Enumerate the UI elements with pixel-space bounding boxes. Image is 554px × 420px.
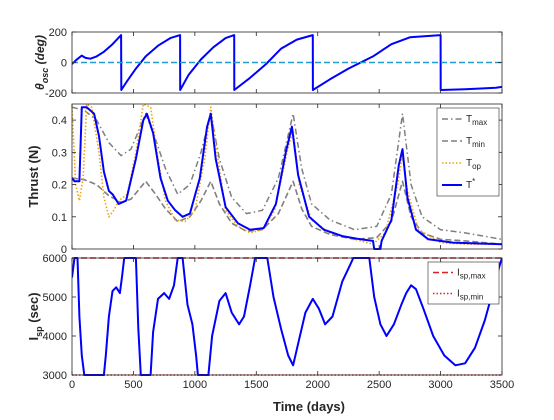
x-tick-label: 2000 [305,379,329,391]
series-line-3 [72,106,502,250]
y-tick-label: 4000 [43,331,67,343]
y-tick-label: 0.3 [52,147,67,159]
x-tick-label: 3000 [428,379,452,391]
legend-box [427,261,500,305]
legend-label: Tmin [466,136,485,149]
x-tick-label: 3500 [490,379,514,391]
series-line-2 [72,103,502,245]
x-tick-label: 1500 [244,379,268,391]
legend-label: T* [466,177,475,191]
series-line-2 [72,257,502,376]
legend-box [436,107,500,197]
y-axis-label: Thrust (N) [26,145,41,207]
panel-thrust: 0 0.1 0.2 0.3 0.4 Thrust (N) Tmax Tmin Top T* [26,103,503,256]
y-tick-label: 0.1 [52,212,67,224]
axes-box [71,103,503,250]
x-tick-label: 500 [124,379,142,391]
legend-label: Isp,max [457,268,486,281]
axes-box [71,257,503,376]
legend: Tmax Tmin Top T* [436,107,500,197]
y-tick-label: 0 [61,244,67,256]
y-tick-label: 0.2 [52,180,67,192]
y-tick-label: 6000 [43,253,67,265]
y-tick-label: 0 [61,58,67,70]
series-line-0 [72,106,502,241]
legend: Isp,max Isp,min [427,261,500,305]
y-tick-label: 0.4 [52,115,67,127]
y-axis-label: Isp (sec) [26,292,44,340]
x-tick-label: 2500 [367,379,391,391]
legend-label: Tmax [466,114,487,127]
y-tick-label: 200 [49,27,67,39]
legend-label: Isp,min [457,289,483,302]
series-line-1 [72,177,502,245]
x-tick-label: 1000 [183,379,207,391]
y-axis-label: θosc (deg) [33,35,50,90]
y-tick-label: 5000 [43,292,67,304]
series-group [72,34,502,91]
y-tick-label: -200 [45,88,67,100]
x-axis-label: Time (days) [273,399,345,414]
legend-label: Top [466,158,482,171]
x-tick-label: 0 [69,379,75,391]
y-tick-label: 3000 [43,370,67,382]
panel-isp: 3000 4000 5000 6000 0 500 1000 1500 2000 2500 3000… [26,253,514,391]
series-group [72,103,502,250]
series-line-0 [72,34,502,91]
